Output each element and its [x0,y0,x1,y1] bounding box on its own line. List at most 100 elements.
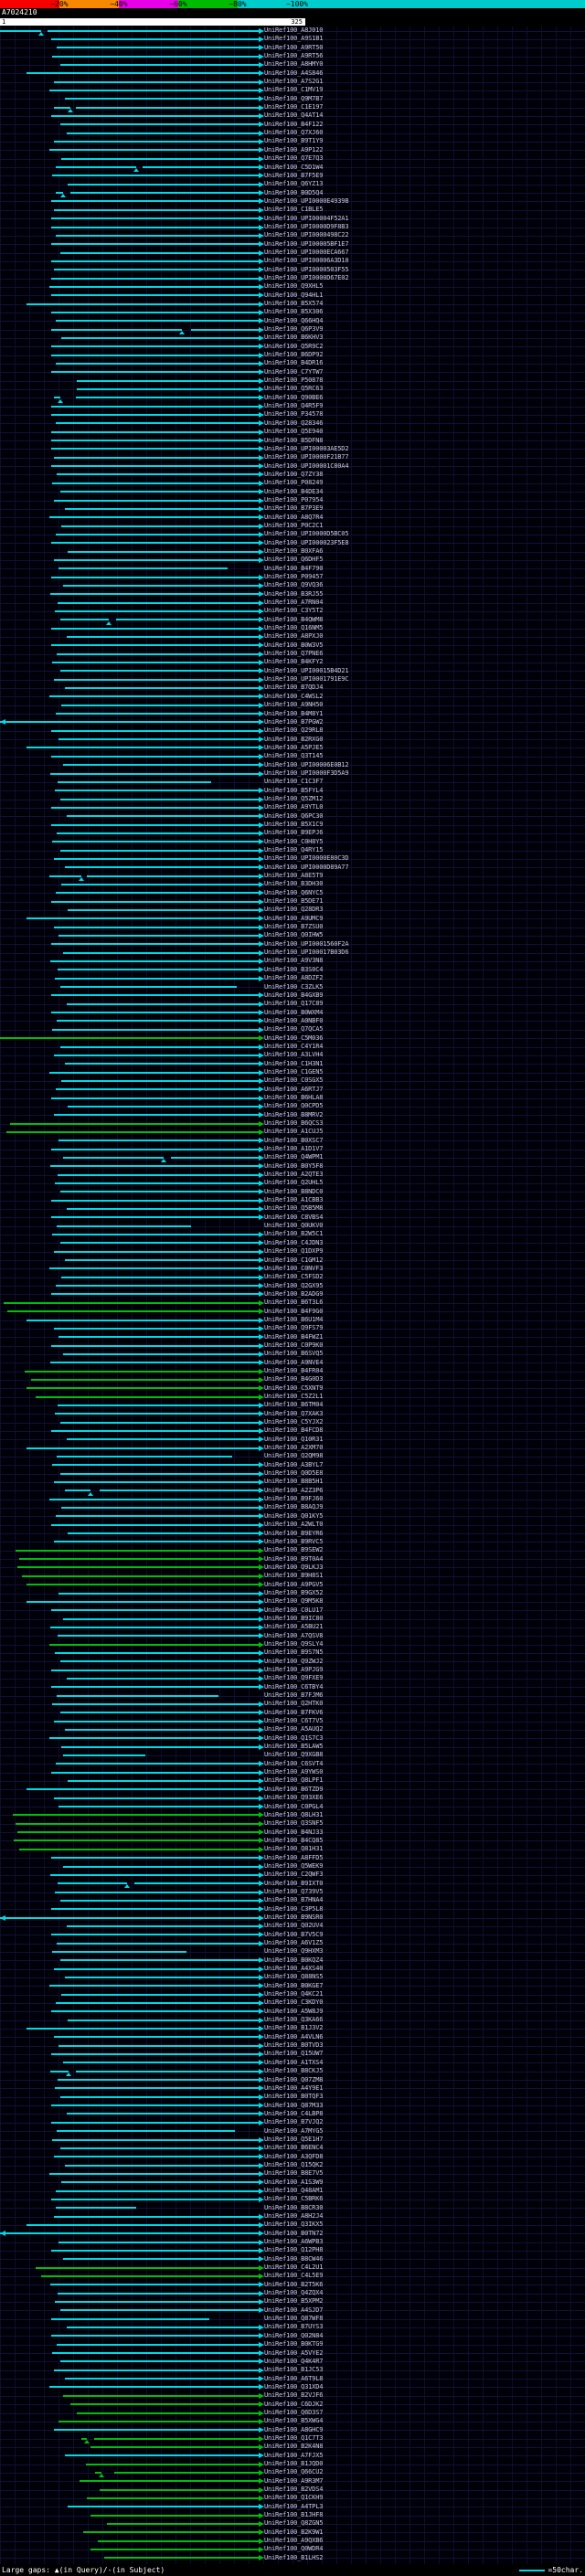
hit-label[interactable]: UniRef100_Q7QCA5 [264,1025,324,1034]
hit-line[interactable] [61,883,260,885]
hit-line[interactable] [68,1780,260,1783]
hit-line[interactable] [82,2531,260,2534]
hit-label[interactable]: UniRef100_B6U1M4 [264,1315,324,1323]
hit-line[interactable] [133,1882,260,1885]
hit-line[interactable] [50,2104,260,2107]
hit-label[interactable]: UniRef100_A5AUQ2 [264,1725,324,1733]
hit-line[interactable] [59,491,260,493]
hit-line[interactable] [55,790,260,792]
hit-label[interactable]: UniRef100_B5DFN8 [264,436,324,444]
hit-line[interactable] [69,2403,260,2406]
hit-label[interactable]: UniRef100_B4F790 [264,564,324,572]
hit-line[interactable] [66,132,260,134]
hit-line[interactable] [55,2087,260,2090]
hit-line[interactable] [68,550,260,553]
hit-label[interactable]: UniRef100_A1TXS4 [264,2058,324,2066]
hit-label[interactable]: UniRef100_B9EYR6 [264,1529,324,1537]
hit-line[interactable] [50,542,260,545]
hit-line[interactable] [59,1045,260,1048]
hit-line[interactable] [50,345,260,348]
hit-line[interactable] [54,1327,260,1330]
hit-line[interactable] [50,644,260,647]
hit-line[interactable] [16,1549,260,1552]
hit-line[interactable] [64,2454,260,2457]
hit-label[interactable]: UniRef100_B7QDJ4 [264,684,324,692]
hit-line[interactable] [57,1942,260,1945]
hit-label[interactable]: UniRef100_C3KDY0 [264,1998,324,2007]
hit-line[interactable] [49,1498,260,1500]
hit-label[interactable]: UniRef100_B3S0C4 [264,965,324,973]
hit-line[interactable] [68,2506,260,2508]
hit-line[interactable] [64,2164,260,2167]
hit-label[interactable]: UniRef100_Q02UV4 [264,1922,324,1930]
hit-line[interactable] [54,1797,260,1799]
hit-label[interactable]: UniRef100_A8HMY0 [264,60,324,69]
hit-label[interactable]: UniRef100_UPI0001560F2A [264,939,349,948]
hit-label[interactable]: UniRef100_Q7XAK3 [264,1409,324,1417]
hit-line[interactable] [50,1199,260,1202]
hit-line[interactable] [81,2437,88,2440]
hit-label[interactable]: UniRef100_Q4ZQX4 [264,2289,324,2297]
hit-line[interactable] [51,55,260,58]
hit-line[interactable] [26,2223,260,2226]
hit-label[interactable]: UniRef100_A7QSV8 [264,1631,324,1639]
hit-label[interactable]: UniRef100_UPI00015B4D21 [264,666,349,674]
hit-label[interactable]: UniRef100_UPI0000D67E02 [264,273,349,281]
hit-line[interactable] [76,2070,260,2072]
hit-label[interactable]: UniRef100_Q6YZ13 [264,180,324,188]
hit-line[interactable] [40,2275,260,2277]
hit-label[interactable]: UniRef100_UPI0000D5BC05 [264,530,349,538]
hit-line[interactable] [90,2445,260,2448]
hit-label[interactable]: UniRef100_Q1DXP9 [264,1247,324,1256]
hit-label[interactable]: UniRef100_A4Y9E1 [264,2083,324,2092]
hit-line[interactable] [69,192,260,195]
hit-line[interactable] [54,2369,260,2371]
hit-line[interactable] [64,1729,260,1731]
hit-line[interactable] [57,969,260,971]
hit-label[interactable]: UniRef100_A9RT50 [264,43,324,51]
hit-label[interactable]: UniRef100_A9PJG9 [264,1666,324,1673]
hit-line[interactable] [50,900,260,903]
hit-label[interactable]: UniRef100_A9QXB6 [264,2537,324,2545]
hit-label[interactable]: UniRef100_C5XNT9 [264,1383,324,1392]
hit-line[interactable] [54,857,260,860]
hit-line[interactable] [36,1395,260,1398]
hit-line[interactable] [26,917,260,920]
hit-label[interactable]: UniRef100_B0KGE7 [264,1981,324,1989]
hit-line[interactable] [50,1216,260,1219]
hit-line[interactable] [50,994,260,997]
hit-label[interactable]: UniRef100_A9YTL0 [264,803,324,811]
hit-line[interactable] [63,1156,165,1159]
hit-label[interactable]: UniRef100_UPI00017B03D6 [264,949,349,957]
hit-label[interactable]: UniRef100_B4NJ33 [264,1828,324,1836]
hit-label[interactable]: UniRef100_B7UYS3 [264,2323,324,2331]
hit-label[interactable]: UniRef100_B7ZSU0 [264,923,324,931]
hit-label[interactable]: UniRef100_Q5E940 [264,428,324,436]
hit-label[interactable]: UniRef100_P08249 [264,479,324,487]
hit-line[interactable] [50,1148,260,1150]
hit-label[interactable]: UniRef100_Q0CPD5 [264,1102,324,1110]
hit-label[interactable]: UniRef100_B7VJQ2 [264,2118,324,2126]
hit-line[interactable] [50,328,183,331]
hit-line[interactable] [50,2249,260,2252]
hit-line[interactable] [49,149,260,152]
hit-label[interactable]: UniRef100_UPI0000D89A77 [264,863,349,871]
hit-line[interactable] [57,2079,260,2082]
hit-label[interactable]: UniRef100_B2VJF6 [264,2391,324,2400]
hit-line[interactable] [54,2036,260,2039]
hit-label[interactable]: UniRef100_Q4RY15 [264,846,324,853]
hit-line[interactable] [55,610,260,612]
hit-label[interactable]: UniRef100_B1J3V2 [264,2024,324,2032]
hit-line[interactable] [60,798,260,800]
hit-line[interactable] [54,106,70,109]
hit-line[interactable] [57,832,260,834]
hit-line[interactable] [49,516,260,519]
hit-line[interactable] [56,2207,137,2210]
hit-label[interactable]: UniRef100_C1MV19 [264,86,324,94]
hit-line[interactable] [56,1088,260,1091]
hit-label[interactable]: UniRef100_C4Y1R4 [264,1042,324,1050]
hit-label[interactable]: UniRef100_B9IC80 [264,1614,324,1622]
hit-line[interactable] [98,2539,260,2542]
hit-label[interactable]: UniRef100_Q15QK2 [264,2160,324,2168]
hit-label[interactable]: UniRef100_Q88NS5 [264,1973,324,1981]
